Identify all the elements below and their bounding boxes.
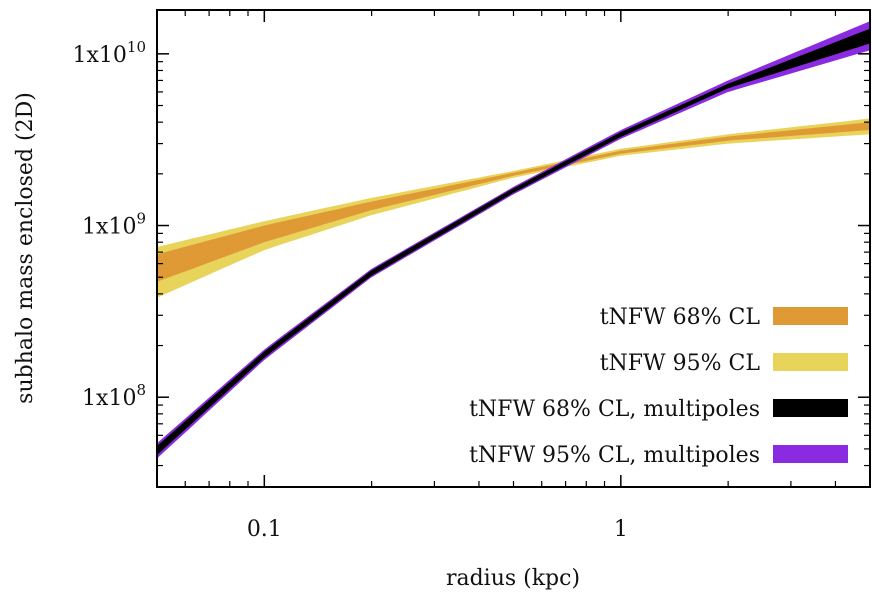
legend-label: tNFW 68% CL — [600, 305, 761, 330]
legend-label: tNFW 95% CL, multipoles — [469, 443, 760, 468]
legend-label: tNFW 95% CL — [600, 351, 761, 376]
legend-item-tnfw-68pct-cl-multipoles: tNFW 68% CL, multipoles — [469, 397, 848, 422]
legend-item-tnfw-68pct-cl: tNFW 68% CL — [600, 305, 848, 330]
x-tick-label: 1 — [614, 517, 628, 542]
y-tick-label: 1x109 — [82, 210, 146, 240]
legend-swatch — [773, 353, 848, 371]
band-tnfw-68pct-cl — [157, 122, 870, 282]
band-tnfw-95pct-cl — [157, 118, 870, 298]
y-tick-label: 1x1010 — [73, 38, 147, 68]
legend-swatch — [773, 399, 848, 417]
legend-swatch — [773, 307, 848, 325]
y-axis-label: subhalo mass enclosed (2D) — [13, 92, 38, 404]
legend: tNFW 68% CL tNFW 95% CL tNFW 68% CL, multi… — [469, 305, 848, 468]
confidence-bands — [157, 21, 870, 459]
legend-item-tnfw-95pct-cl-multipoles: tNFW 95% CL, multipoles — [469, 443, 848, 468]
y-tick-label: 1x108 — [82, 381, 146, 411]
legend-label: tNFW 68% CL, multipoles — [469, 397, 760, 422]
plot-frame — [156, 9, 871, 488]
tick-labels: 0.1 1 1x108 1x109 1x1010 — [73, 38, 628, 542]
x-axis-label: radius (kpc) — [446, 566, 580, 591]
legend-item-tnfw-95pct-cl: tNFW 95% CL — [600, 351, 848, 376]
x-tick-label: 0.1 — [247, 517, 282, 542]
legend-swatch — [773, 445, 848, 463]
